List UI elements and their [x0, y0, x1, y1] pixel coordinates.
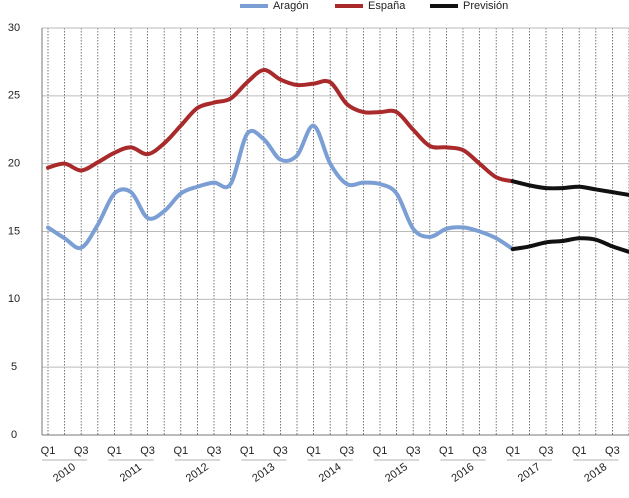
x-tick-label: Q1 [306, 445, 321, 457]
x-tick-label: Q3 [406, 445, 421, 457]
x-tick-label: Q1 [173, 445, 188, 457]
y-tick-label: 30 [8, 22, 20, 34]
x-tick-label: Q1 [107, 445, 122, 457]
x-tick-label: Q3 [207, 445, 222, 457]
x-tick-label: Q1 [572, 445, 587, 457]
x-tick-label: Q1 [41, 445, 56, 457]
x-tick-label: Q3 [539, 445, 554, 457]
y-tick-label: 20 [8, 158, 20, 170]
x-tick-label: Q1 [373, 445, 388, 457]
legend-label: Previsión [463, 0, 508, 12]
series-line [510, 179, 629, 197]
year-label: 2018 [582, 461, 609, 485]
x-tick-label: Q3 [140, 445, 155, 457]
year-label: 2014 [317, 461, 344, 485]
x-tick-label: Q3 [605, 445, 620, 457]
x-tick-label: Q3 [472, 445, 487, 457]
x-tick-label: Q3 [339, 445, 354, 457]
year-label: 2016 [449, 461, 476, 485]
x-tick-label: Q1 [505, 445, 520, 457]
series-line [46, 68, 515, 184]
legend-label: Aragón [273, 0, 308, 12]
x-tick-label: Q3 [273, 445, 288, 457]
year-label: 2017 [516, 461, 543, 485]
year-label: 2015 [383, 461, 410, 485]
legend-label: España [368, 0, 406, 12]
year-label: 2011 [118, 461, 144, 484]
year-label: 2012 [184, 461, 211, 485]
year-label: 2013 [250, 461, 277, 485]
y-tick-label: 15 [8, 225, 20, 237]
y-tick-label: 0 [11, 429, 17, 441]
y-tick-label: 25 [8, 90, 20, 102]
year-label: 2010 [51, 461, 78, 485]
series-line [46, 123, 515, 252]
y-tick-label: 10 [8, 293, 20, 305]
y-tick-label: 5 [11, 361, 17, 373]
x-tick-label: Q1 [240, 445, 255, 457]
x-tick-label: Q3 [74, 445, 89, 457]
x-tick-label: Q1 [439, 445, 454, 457]
series-line [510, 236, 629, 254]
